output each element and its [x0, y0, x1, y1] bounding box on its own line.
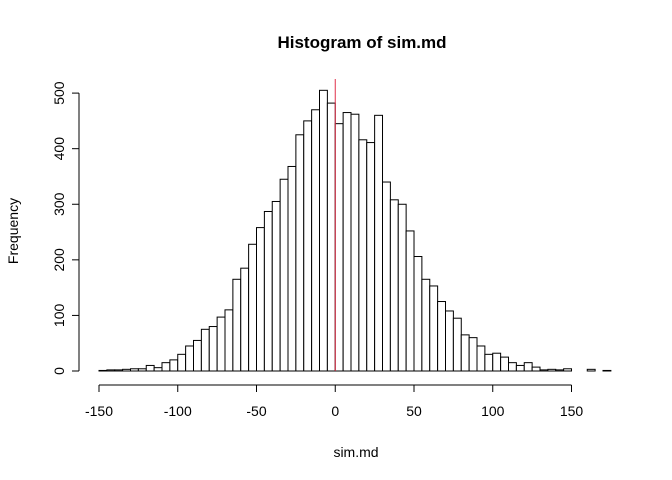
- histogram-bar: [177, 353, 187, 372]
- histogram-bar: [295, 134, 305, 372]
- chart-title: Histogram of sim.md: [277, 33, 446, 52]
- histogram-bar: [413, 256, 423, 372]
- histogram-bar: [98, 369, 108, 372]
- histogram-bar: [334, 123, 344, 372]
- y-tick-label: 500: [51, 81, 67, 105]
- histogram-bar: [319, 89, 328, 372]
- histogram-bar: [374, 114, 384, 372]
- histogram-bar: [161, 362, 171, 372]
- histogram-bar: [508, 362, 517, 372]
- histogram-bar: [539, 369, 549, 372]
- x-axis: -150 -100 -50 0 50 100 150: [85, 384, 584, 419]
- histogram-bar: [256, 227, 265, 372]
- histogram-bar: [460, 334, 470, 372]
- histogram-bar: [586, 368, 596, 372]
- x-tick-label: -150: [85, 403, 113, 419]
- histogram-bar: [216, 316, 226, 372]
- histogram-bar: [602, 369, 612, 372]
- histogram-bar: [303, 120, 313, 372]
- y-axis-label: Frequency: [5, 198, 21, 264]
- y-tick-label: 400: [51, 137, 67, 161]
- histogram-bar: [476, 345, 486, 372]
- histogram-bar: [240, 267, 250, 372]
- histogram-bar: [523, 362, 533, 372]
- histogram-bar: [200, 328, 210, 372]
- histogram-bar: [531, 366, 541, 372]
- histogram-bar: [326, 102, 336, 372]
- x-tick-label: -50: [246, 403, 266, 419]
- x-tick-label: 150: [560, 403, 584, 419]
- histogram-bar: [358, 139, 368, 372]
- y-tick-label: 200: [51, 248, 67, 272]
- histogram-bar: [311, 109, 321, 372]
- histogram-bar: [500, 356, 510, 372]
- histogram-bar: [515, 364, 525, 372]
- histogram-bar: [145, 364, 155, 372]
- histogram-bar: [114, 369, 124, 372]
- histogram-bar: [130, 368, 139, 372]
- x-tick-label: 0: [331, 403, 339, 419]
- histogram-bar: [271, 200, 281, 372]
- histogram-bar: [405, 230, 415, 372]
- histogram-bar: [492, 352, 502, 372]
- histogram-bar: [389, 199, 399, 372]
- histogram-bars: [98, 89, 612, 372]
- histogram-bar: [122, 368, 132, 372]
- histogram-bar: [287, 165, 297, 372]
- x-tick-label: -100: [164, 403, 192, 419]
- histogram-bar: [445, 310, 454, 372]
- y-tick-label: 300: [51, 192, 67, 216]
- histogram-bar: [248, 243, 258, 372]
- histogram-bar: [366, 142, 376, 372]
- histogram-bar: [193, 339, 202, 372]
- y-tick-label: 100: [51, 304, 67, 328]
- x-axis-label: sim.md: [333, 444, 378, 460]
- histogram-bar: [397, 203, 407, 372]
- x-tick-label: 50: [406, 403, 422, 419]
- histogram-bar: [452, 317, 462, 372]
- histogram-bar: [484, 353, 494, 372]
- histogram-bar: [350, 113, 360, 372]
- histogram-bar: [137, 368, 147, 372]
- histogram-bar: [153, 367, 163, 372]
- histogram-bar: [263, 210, 273, 372]
- histogram-bar: [342, 112, 352, 372]
- histogram-bar: [208, 326, 218, 372]
- histogram-bar: [555, 369, 565, 372]
- y-axis: 0 100 200 300 400 500: [51, 81, 80, 375]
- histogram-bar: [468, 337, 478, 372]
- histogram-bar: [185, 345, 195, 372]
- histogram-bar: [106, 369, 116, 372]
- histogram-bar: [232, 278, 242, 372]
- histogram-bar: [437, 301, 447, 372]
- y-tick-label: 0: [51, 367, 67, 375]
- histogram-bar: [169, 359, 179, 372]
- histogram-bar: [429, 285, 439, 372]
- x-tick-label: 100: [481, 403, 505, 419]
- histogram-bar: [563, 368, 573, 372]
- histogram-bar: [224, 309, 234, 372]
- histogram-bar: [421, 278, 431, 372]
- histogram-bar: [547, 368, 557, 372]
- histogram-bar: [279, 178, 289, 372]
- histogram-bar: [382, 181, 391, 372]
